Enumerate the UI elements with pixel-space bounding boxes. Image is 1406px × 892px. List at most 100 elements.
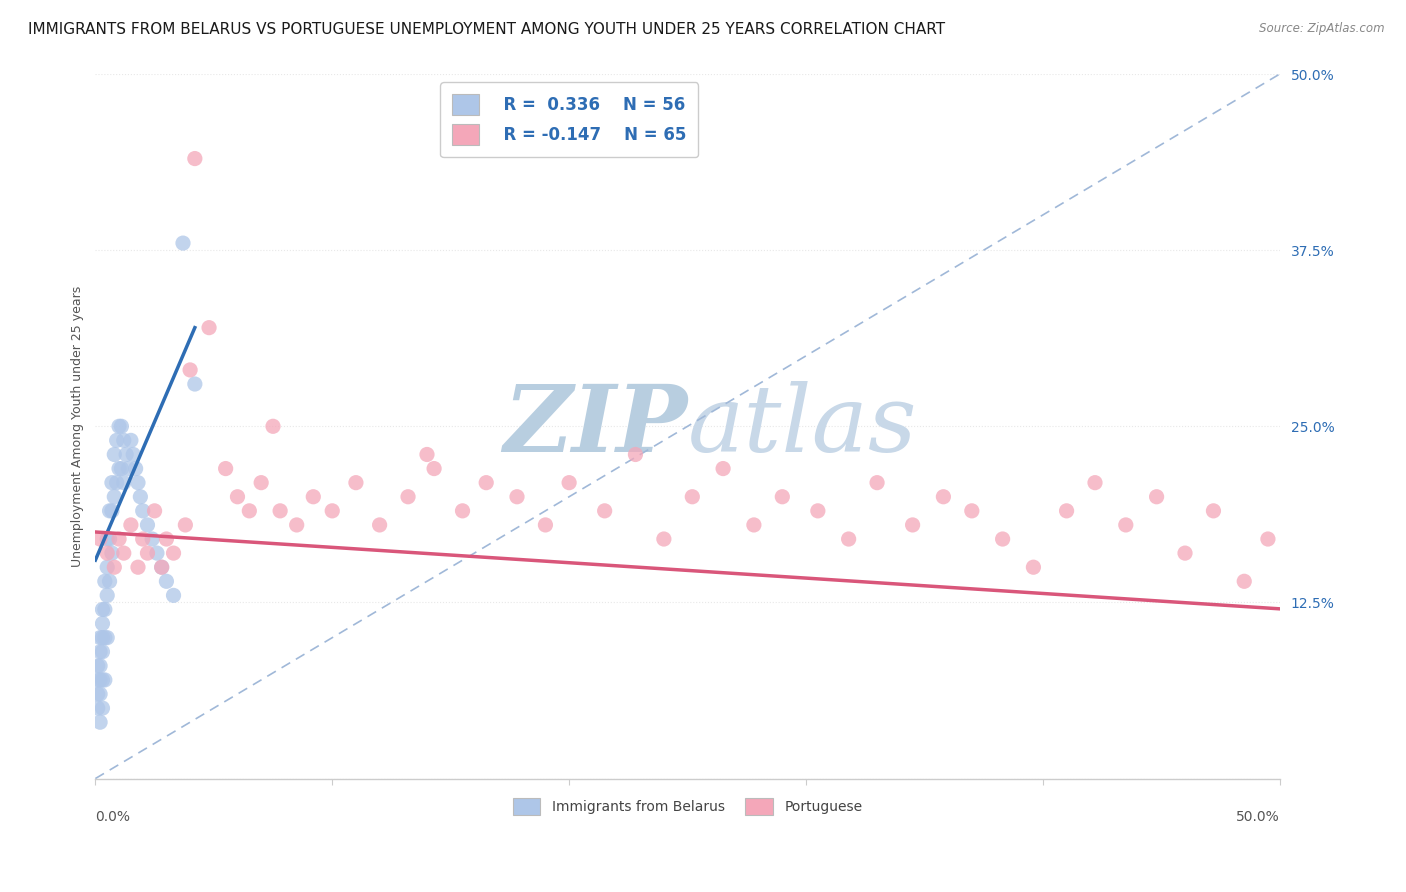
Text: 50.0%: 50.0% bbox=[1236, 810, 1279, 824]
Point bbox=[108, 419, 131, 434]
Point bbox=[162, 588, 184, 602]
Point bbox=[991, 532, 1014, 546]
Point bbox=[89, 715, 111, 730]
Point bbox=[89, 645, 111, 659]
Point bbox=[91, 701, 114, 715]
Point bbox=[1174, 546, 1197, 560]
Point bbox=[101, 546, 124, 560]
Point bbox=[1327, 546, 1350, 560]
Point bbox=[1375, 532, 1398, 546]
Point bbox=[321, 504, 343, 518]
Point bbox=[807, 504, 830, 518]
Text: 0.0%: 0.0% bbox=[96, 810, 131, 824]
Legend: Immigrants from Belarus, Portuguese: Immigrants from Belarus, Portuguese bbox=[508, 792, 868, 821]
Point bbox=[652, 532, 675, 546]
Point bbox=[368, 517, 391, 532]
Point bbox=[1351, 574, 1374, 589]
Point bbox=[89, 532, 111, 546]
Point bbox=[96, 532, 118, 546]
Point bbox=[91, 631, 114, 645]
Point bbox=[262, 419, 284, 434]
Point bbox=[1146, 490, 1168, 504]
Point bbox=[105, 475, 128, 490]
Point bbox=[108, 532, 131, 546]
Point bbox=[143, 504, 166, 518]
Point bbox=[124, 461, 146, 475]
Point bbox=[94, 574, 117, 589]
Point bbox=[94, 631, 117, 645]
Text: IMMIGRANTS FROM BELARUS VS PORTUGUESE UNEMPLOYMENT AMONG YOUTH UNDER 25 YEARS CO: IMMIGRANTS FROM BELARUS VS PORTUGUESE UN… bbox=[28, 22, 945, 37]
Point bbox=[98, 532, 121, 546]
Point bbox=[1022, 560, 1045, 574]
Point bbox=[87, 687, 110, 701]
Point bbox=[155, 574, 177, 589]
Point bbox=[475, 475, 498, 490]
Point bbox=[960, 504, 983, 518]
Point bbox=[932, 490, 955, 504]
Point bbox=[112, 475, 135, 490]
Point bbox=[108, 461, 131, 475]
Point bbox=[112, 546, 135, 560]
Point bbox=[681, 490, 703, 504]
Point bbox=[1303, 517, 1326, 532]
Point bbox=[506, 490, 529, 504]
Point bbox=[136, 517, 159, 532]
Point bbox=[396, 490, 419, 504]
Point bbox=[1202, 504, 1225, 518]
Point bbox=[593, 504, 616, 518]
Point bbox=[238, 504, 260, 518]
Point bbox=[89, 673, 111, 687]
Point bbox=[866, 475, 889, 490]
Point bbox=[838, 532, 860, 546]
Point bbox=[184, 377, 207, 392]
Point bbox=[150, 560, 173, 574]
Point bbox=[120, 517, 142, 532]
Point bbox=[89, 631, 111, 645]
Point bbox=[103, 490, 125, 504]
Text: Source: ZipAtlas.com: Source: ZipAtlas.com bbox=[1260, 22, 1385, 36]
Point bbox=[89, 687, 111, 701]
Point bbox=[179, 363, 201, 377]
Point bbox=[214, 461, 236, 475]
Point bbox=[136, 546, 159, 560]
Point bbox=[96, 546, 118, 560]
Point bbox=[155, 532, 177, 546]
Point bbox=[742, 517, 765, 532]
Point bbox=[269, 504, 291, 518]
Point bbox=[184, 152, 207, 166]
Point bbox=[1084, 475, 1107, 490]
Point bbox=[141, 532, 163, 546]
Point bbox=[101, 504, 124, 518]
Point bbox=[150, 560, 173, 574]
Point bbox=[416, 448, 439, 462]
Point bbox=[91, 616, 114, 631]
Point bbox=[198, 320, 221, 334]
Point bbox=[98, 504, 121, 518]
Point bbox=[146, 546, 169, 560]
Point bbox=[344, 475, 367, 490]
Point bbox=[91, 602, 114, 616]
Point bbox=[117, 461, 139, 475]
Point bbox=[122, 448, 145, 462]
Point bbox=[110, 419, 132, 434]
Point bbox=[1115, 517, 1137, 532]
Point bbox=[1281, 560, 1303, 574]
Point bbox=[115, 448, 138, 462]
Point bbox=[770, 490, 793, 504]
Point bbox=[624, 448, 647, 462]
Point bbox=[87, 701, 110, 715]
Point bbox=[98, 574, 121, 589]
Point bbox=[285, 517, 308, 532]
Point bbox=[174, 517, 197, 532]
Point bbox=[1233, 574, 1256, 589]
Point bbox=[112, 434, 135, 448]
Point bbox=[711, 461, 734, 475]
Point bbox=[172, 236, 194, 251]
Point bbox=[96, 631, 118, 645]
Point bbox=[127, 560, 149, 574]
Point bbox=[91, 673, 114, 687]
Point bbox=[1257, 532, 1279, 546]
Point bbox=[558, 475, 581, 490]
Point bbox=[132, 532, 155, 546]
Point bbox=[423, 461, 446, 475]
